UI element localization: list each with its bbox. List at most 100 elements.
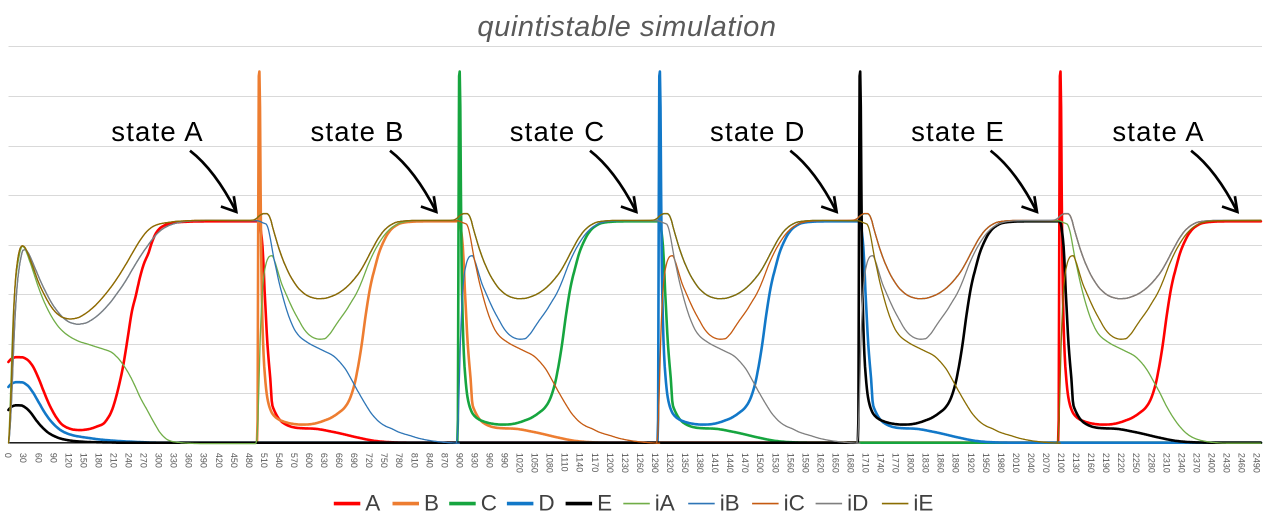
svg-text:1710: 1710 — [861, 453, 871, 473]
svg-text:1470: 1470 — [740, 453, 750, 473]
svg-text:990: 990 — [500, 453, 510, 468]
svg-text:750: 750 — [379, 453, 389, 468]
svg-text:2370: 2370 — [1191, 453, 1201, 473]
svg-text:2490: 2490 — [1252, 453, 1262, 473]
svg-text:2460: 2460 — [1237, 453, 1247, 473]
svg-text:1290: 1290 — [650, 453, 660, 473]
svg-text:1950: 1950 — [981, 453, 991, 473]
svg-text:540: 540 — [274, 453, 284, 468]
svg-text:1440: 1440 — [725, 453, 735, 473]
svg-text:A: A — [365, 490, 380, 515]
svg-text:1140: 1140 — [575, 453, 585, 472]
svg-text:1080: 1080 — [545, 453, 555, 473]
svg-text:1650: 1650 — [830, 453, 840, 473]
svg-text:1350: 1350 — [680, 453, 690, 473]
svg-text:240: 240 — [124, 453, 134, 468]
svg-text:2160: 2160 — [1086, 453, 1096, 473]
svg-text:30: 30 — [18, 453, 28, 463]
svg-text:1380: 1380 — [695, 453, 705, 473]
svg-text:600: 600 — [304, 453, 314, 468]
svg-text:480: 480 — [244, 453, 254, 468]
svg-text:60: 60 — [33, 453, 43, 463]
svg-text:2280: 2280 — [1146, 453, 1156, 473]
svg-text:900: 900 — [454, 453, 464, 468]
svg-text:1500: 1500 — [755, 453, 765, 473]
svg-text:1890: 1890 — [951, 453, 961, 473]
svg-text:2340: 2340 — [1176, 453, 1186, 473]
svg-text:1410: 1410 — [710, 453, 720, 473]
svg-text:2100: 2100 — [1056, 453, 1066, 473]
svg-text:1590: 1590 — [800, 453, 810, 473]
svg-text:870: 870 — [439, 453, 449, 468]
svg-text:quintistable simulation: quintistable simulation — [477, 11, 776, 43]
svg-text:780: 780 — [394, 453, 404, 468]
svg-text:420: 420 — [214, 453, 224, 468]
svg-text:E: E — [597, 490, 612, 515]
svg-text:1170: 1170 — [590, 453, 600, 472]
svg-text:150: 150 — [78, 453, 88, 468]
svg-text:180: 180 — [93, 453, 103, 468]
svg-text:1560: 1560 — [785, 453, 795, 473]
svg-text:930: 930 — [469, 453, 479, 468]
svg-text:2310: 2310 — [1161, 453, 1171, 473]
svg-text:B: B — [424, 490, 439, 515]
svg-text:state A: state A — [111, 116, 204, 147]
svg-text:2400: 2400 — [1206, 453, 1216, 473]
svg-text:720: 720 — [364, 453, 374, 468]
svg-text:1110: 1110 — [560, 453, 570, 472]
svg-text:2010: 2010 — [1011, 453, 1021, 473]
svg-text:1740: 1740 — [876, 453, 886, 473]
svg-text:state C: state C — [510, 116, 606, 147]
svg-text:D: D — [538, 490, 554, 515]
svg-text:iD: iD — [847, 490, 868, 515]
svg-text:C: C — [481, 490, 497, 515]
svg-text:0: 0 — [3, 453, 13, 458]
svg-text:1830: 1830 — [921, 453, 931, 473]
svg-text:state E: state E — [911, 116, 1005, 147]
svg-text:300: 300 — [154, 453, 164, 468]
svg-text:iB: iB — [720, 490, 740, 515]
svg-text:2430: 2430 — [1222, 453, 1232, 473]
svg-text:1020: 1020 — [515, 453, 525, 473]
svg-text:630: 630 — [319, 453, 329, 468]
svg-text:state D: state D — [710, 116, 806, 147]
svg-text:2250: 2250 — [1131, 453, 1141, 473]
svg-text:2190: 2190 — [1101, 453, 1111, 473]
svg-text:120: 120 — [63, 453, 73, 468]
svg-text:state A: state A — [1112, 116, 1205, 147]
svg-text:810: 810 — [409, 453, 419, 468]
svg-text:1320: 1320 — [665, 453, 675, 473]
svg-text:iA: iA — [655, 490, 675, 515]
svg-text:1230: 1230 — [620, 453, 630, 473]
svg-text:660: 660 — [334, 453, 344, 468]
svg-text:1860: 1860 — [936, 453, 946, 473]
svg-text:1620: 1620 — [815, 453, 825, 473]
svg-text:1920: 1920 — [966, 453, 976, 473]
svg-text:1770: 1770 — [891, 453, 901, 473]
svg-text:1260: 1260 — [635, 453, 645, 473]
svg-text:1980: 1980 — [996, 453, 1006, 473]
svg-text:2130: 2130 — [1071, 453, 1081, 473]
svg-text:390: 390 — [199, 453, 209, 468]
svg-text:1530: 1530 — [770, 453, 780, 473]
svg-text:690: 690 — [349, 453, 359, 468]
svg-text:840: 840 — [424, 453, 434, 468]
svg-text:510: 510 — [259, 453, 269, 468]
svg-text:iE: iE — [913, 490, 933, 515]
svg-text:iC: iC — [784, 490, 805, 515]
svg-text:2220: 2220 — [1116, 453, 1126, 473]
svg-text:210: 210 — [109, 453, 119, 468]
svg-text:1800: 1800 — [906, 453, 916, 473]
svg-text:960: 960 — [485, 453, 495, 468]
svg-text:1200: 1200 — [605, 453, 615, 473]
svg-text:450: 450 — [229, 453, 239, 468]
svg-text:270: 270 — [139, 453, 149, 468]
svg-text:1680: 1680 — [846, 453, 856, 473]
svg-text:1050: 1050 — [530, 453, 540, 473]
svg-text:360: 360 — [184, 453, 194, 468]
svg-text:2040: 2040 — [1026, 453, 1036, 473]
svg-text:570: 570 — [289, 453, 299, 468]
svg-text:330: 330 — [169, 453, 179, 468]
svg-text:2070: 2070 — [1041, 453, 1051, 473]
svg-text:90: 90 — [48, 453, 58, 463]
